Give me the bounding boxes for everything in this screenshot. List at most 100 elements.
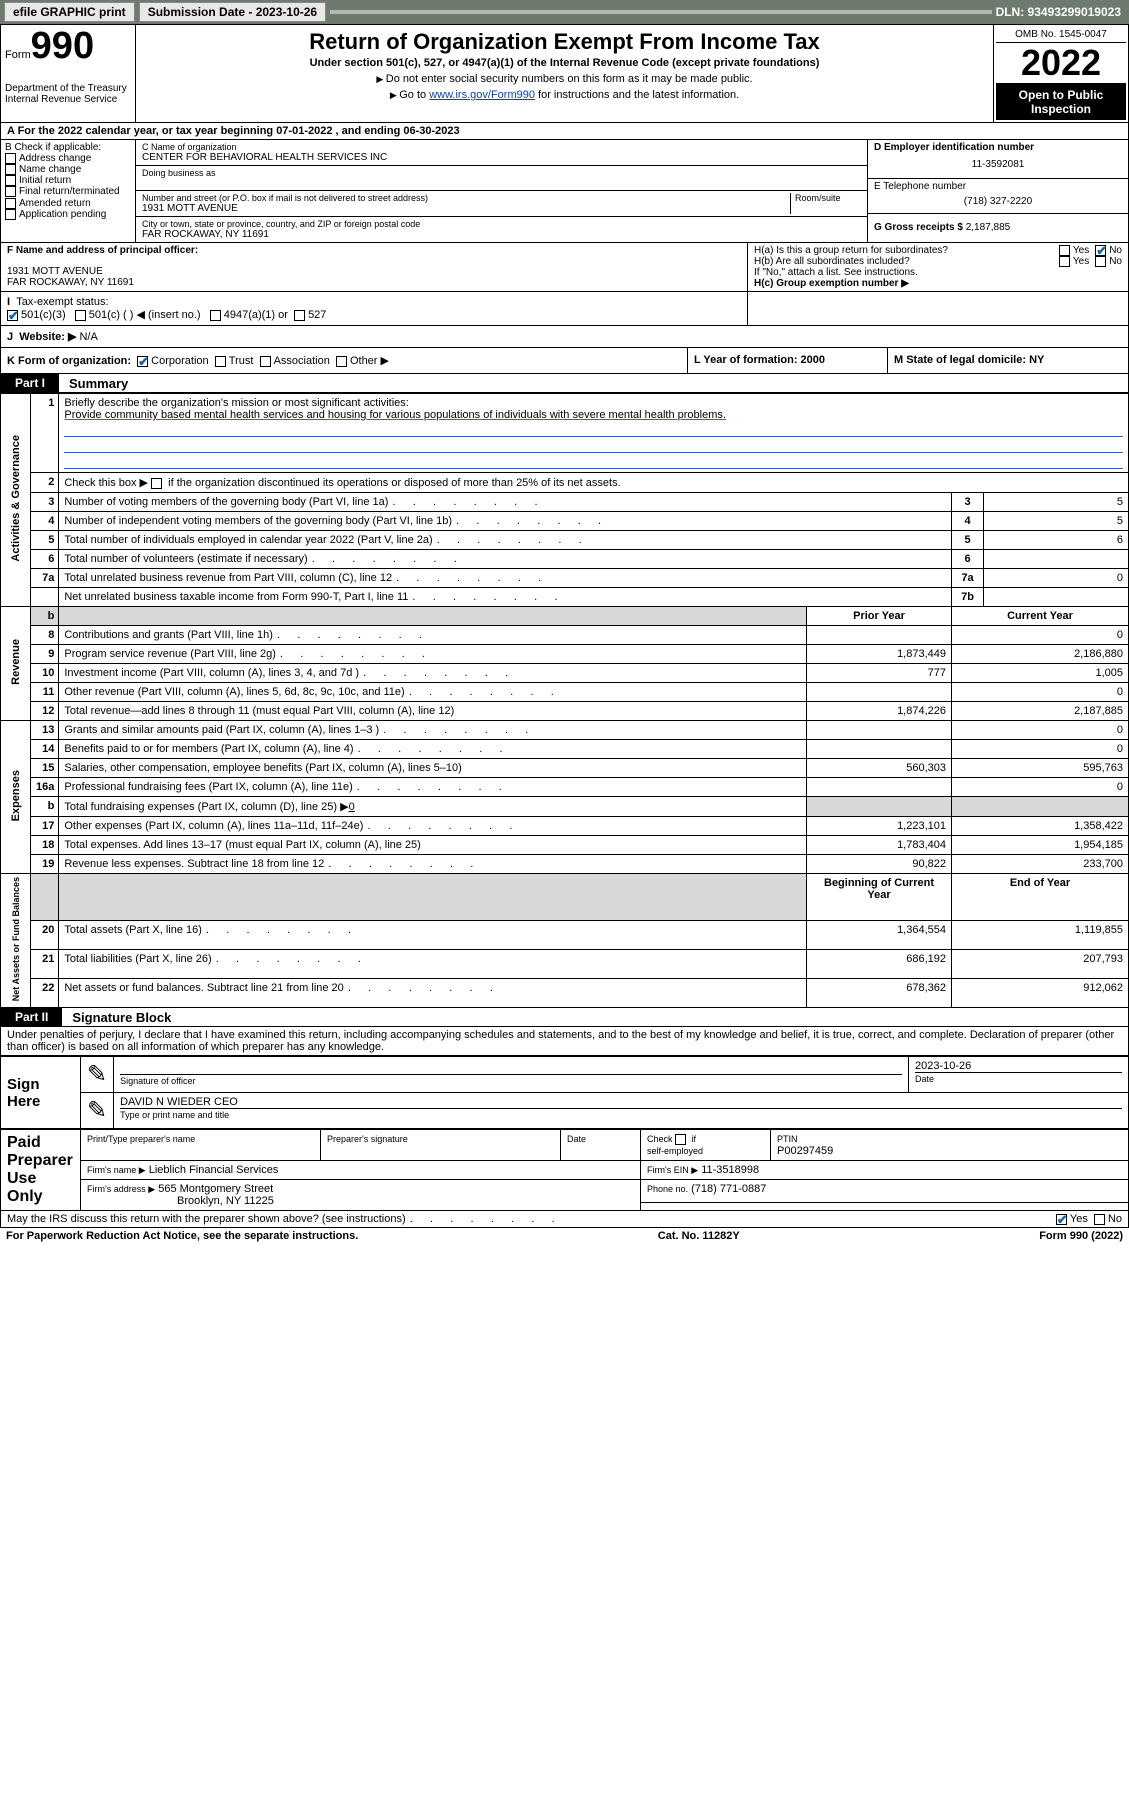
website-value: N/A [79,331,97,343]
ck-4947[interactable] [210,310,221,321]
r16a: Professional fundraising fees (Part IX, … [64,781,502,793]
form-title: Return of Organization Exempt From Incom… [140,29,989,55]
firm-name-label: Firm's name ▶ [87,1165,146,1175]
ck-501c3[interactable] [7,310,18,321]
pen-icon: ✎ [87,1061,107,1088]
h-end: End of Year [952,874,1129,921]
officer-name-label: Type or print name and title [120,1110,229,1120]
h-print-name: Print/Type preparer's name [87,1134,195,1144]
ck-self-employed[interactable] [675,1134,686,1145]
irs-link[interactable]: www.irs.gov/Form990 [429,89,535,101]
side-expenses: Expenses [10,770,22,821]
note-link: Go to www.irs.gov/Form990 for instructio… [140,89,989,101]
p13 [807,721,952,740]
c-name-label: C Name of organization [142,142,861,152]
h-prep-sig: Preparer's signature [327,1134,408,1144]
section-identity: B Check if applicable: Address change Na… [0,140,1129,243]
side-activities: Activities & Governance [10,435,22,562]
sign-here-table: Sign Here ✎ Signature of officer 2023-10… [0,1056,1129,1129]
h-curr: Current Year [952,607,1129,626]
q1: Briefly describe the organization's miss… [64,397,408,409]
ck-discuss-no[interactable] [1094,1214,1105,1225]
top-bar: efile GRAPHIC print Submission Date - 20… [0,0,1129,24]
ptin-value: P00297459 [777,1145,833,1157]
ck-501c[interactable] [75,310,86,321]
c13: 0 [952,721,1129,740]
ck-527[interactable] [294,310,305,321]
v5: 6 [984,531,1129,550]
part1-header: Part I Summary [0,374,1129,393]
ck-ha-yes[interactable] [1059,245,1070,256]
gross-receipts-label: G Gross receipts $ [874,222,963,233]
room-label: Room/suite [795,193,861,203]
h-prep-date: Date [567,1134,586,1144]
ck-corp[interactable] [137,356,148,367]
firm-addr1: 565 Montgomery Street [158,1183,273,1195]
cat-no: Cat. No. 11282Y [658,1230,740,1242]
sign-date-label: Date [915,1074,934,1084]
r12: Total revenue—add lines 8 through 11 (mu… [64,705,454,717]
r18: Total expenses. Add lines 13–17 (must eq… [64,839,420,851]
note-ssn: Do not enter social security numbers on … [140,73,989,85]
dba-label: Doing business as [142,168,861,178]
street-address: 1931 MOTT AVENUE [142,203,786,214]
efile-print-button[interactable]: efile GRAPHIC print [4,2,135,22]
discuss-row: May the IRS discuss this return with the… [0,1211,1129,1228]
ck-final-return[interactable] [5,186,16,197]
city-label: City or town, state or province, country… [142,219,861,229]
ck-assoc[interactable] [260,356,271,367]
ck-hb-yes[interactable] [1059,256,1070,267]
h-a-label: H(a) Is this a group return for subordin… [754,245,1059,256]
p9: 1,873,449 [807,645,952,664]
ck-address-change[interactable] [5,153,16,164]
sign-date: 2023-10-26 [915,1060,1122,1072]
firm-addr-label: Firm's address ▶ [87,1184,155,1194]
h-prior: Prior Year [807,607,952,626]
city-state-zip: FAR ROCKAWAY, NY 11691 [142,229,861,240]
h-note: If "No," attach a list. See instructions… [754,267,1122,278]
street-label: Number and street (or P.O. box if mail i… [142,193,786,203]
part1-tab: Part I [1,374,59,392]
ptin-label: PTIN [777,1134,798,1144]
ein-label: D Employer identification number [874,142,1122,153]
r19: Revenue less expenses. Subtract line 18 … [64,858,474,870]
ck-discontinued[interactable] [151,478,162,489]
r9: Program service revenue (Part VIII, line… [64,648,426,660]
ck-hb-no[interactable] [1095,256,1106,267]
c16a: 0 [952,778,1129,797]
r13: Grants and similar amounts paid (Part IX… [64,724,529,736]
mission-text: Provide community based mental health se… [64,409,726,421]
ck-amended[interactable] [5,198,16,209]
p22: 678,362 [807,979,952,1008]
p18: 1,783,404 [807,836,952,855]
ck-initial-return[interactable] [5,175,16,186]
f-label: F Name and address of principal officer: [7,245,741,256]
part2-header: Part II Signature Block [0,1008,1129,1027]
omb-number: OMB No. 1545-0047 [996,27,1126,43]
c18: 1,954,185 [952,836,1129,855]
ck-name-change[interactable] [5,164,16,175]
page-footer: For Paperwork Reduction Act Notice, see … [0,1228,1129,1244]
ein-value: 11-3592081 [874,153,1122,176]
part1-label: Summary [59,376,128,391]
r16b-val: 0 [349,801,355,813]
v7a: 0 [984,569,1129,588]
sig-officer-label: Signature of officer [120,1076,195,1086]
ck-other[interactable] [336,356,347,367]
r17: Other expenses (Part IX, column (A), lin… [64,820,513,832]
q7b: Net unrelated business taxable income fr… [64,591,558,603]
firm-ein: 11-3518998 [701,1164,759,1176]
firm-phone-label: Phone no. [647,1184,688,1194]
form-subtitle: Under section 501(c), 527, or 4947(a)(1)… [140,57,989,69]
firm-phone: (718) 771-0887 [691,1183,766,1195]
r16b: Total fundraising expenses (Part IX, col… [64,801,348,813]
phone-label: E Telephone number [874,181,1122,192]
ck-discuss-yes[interactable] [1056,1214,1067,1225]
ck-trust[interactable] [215,356,226,367]
ck-application-pending[interactable] [5,209,16,220]
q6: Total number of volunteers (estimate if … [64,553,457,565]
ck-ha-no[interactable] [1095,245,1106,256]
dept-treasury: Department of the Treasury [5,83,131,94]
paid-preparer-table: Paid Preparer Use Only Print/Type prepar… [0,1129,1129,1211]
q2: Check this box ▶ if the organization dis… [59,473,1129,493]
